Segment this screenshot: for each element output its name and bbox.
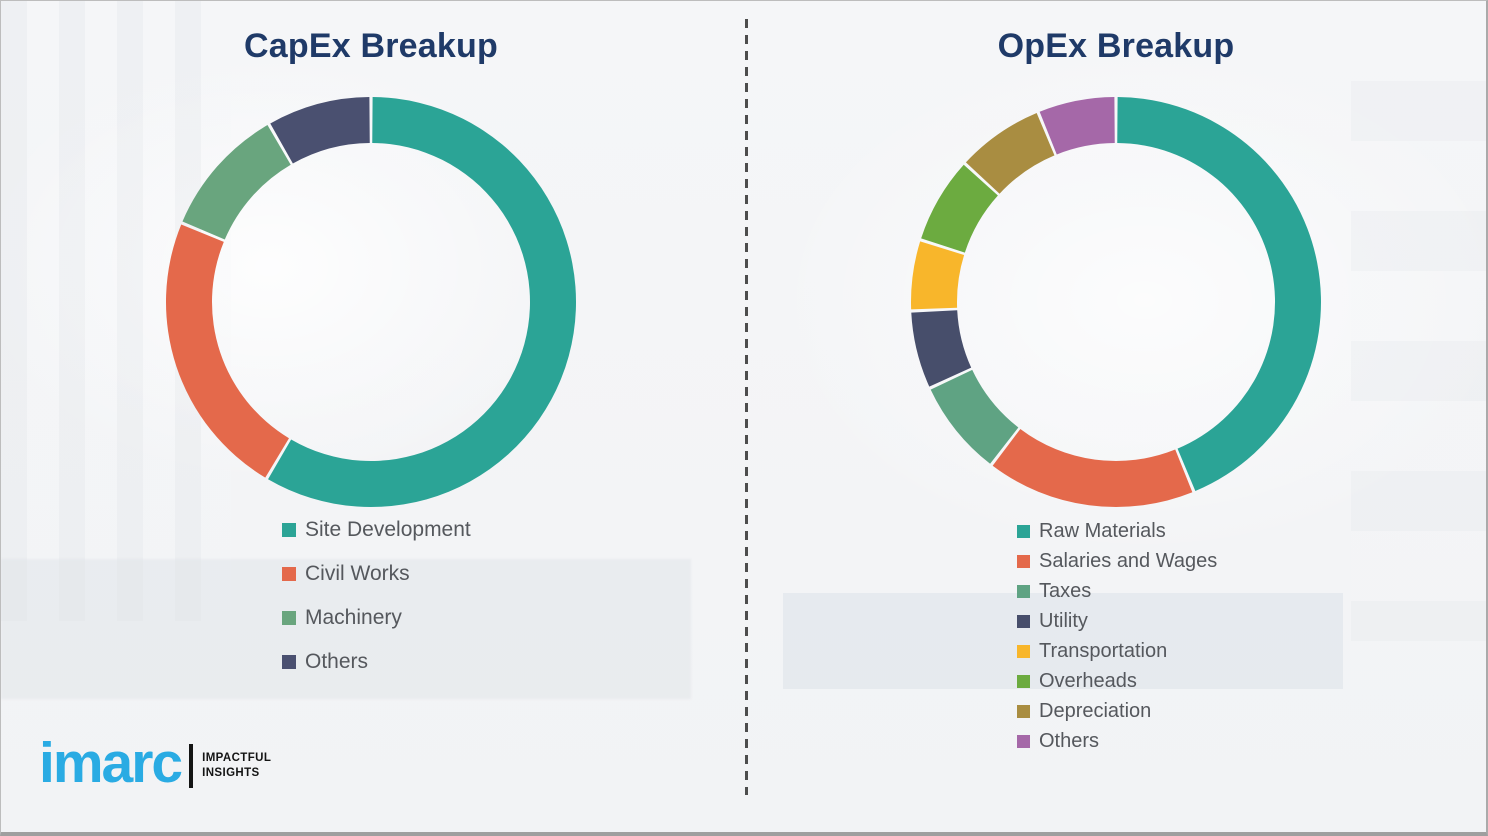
legend-label: Salaries and Wages [1039, 549, 1218, 572]
background-streaks-right [1351, 81, 1486, 641]
legend-item-raw-materials: Raw Materials [1017, 516, 1217, 546]
legend-label: Depreciation [1039, 699, 1152, 722]
imarc-logo-text: imarc [39, 731, 183, 795]
logo-tagline-line1: IMPACTFUL [202, 751, 272, 764]
legend-item-utility: Utility [1017, 606, 1217, 636]
legend-swatch [1017, 524, 1030, 538]
capex-donut-chart [165, 97, 577, 508]
donut-slice-taxes [930, 369, 1019, 464]
legend-swatch [1017, 614, 1030, 628]
donut-slice-transportation [910, 241, 965, 310]
donut-slice-machinery [182, 125, 291, 240]
imarc-logo: imarc IMPACTFUL INSIGHTS [39, 731, 271, 795]
legend-label: Others [305, 650, 369, 673]
legend-item-transportation: Transportation [1017, 636, 1217, 666]
legend-swatch [1017, 674, 1030, 688]
donut-slice-others [1039, 97, 1115, 155]
legend-swatch [1017, 584, 1030, 598]
legend-label: Machinery [305, 606, 402, 629]
donut-slice-overheads [921, 164, 998, 253]
legend-swatch [1017, 734, 1030, 748]
legend-label: Overheads [1039, 669, 1137, 692]
legend-swatch [282, 611, 296, 625]
dashed-panel-divider [745, 19, 748, 795]
donut-slice-utility [911, 310, 972, 387]
donut-slice-raw-materials [1117, 97, 1321, 492]
legend-item-civil-works: Civil Works [282, 552, 471, 596]
legend-item-others: Others [282, 640, 471, 684]
legend-label: Taxes [1039, 579, 1092, 602]
logo-tagline: IMPACTFUL INSIGHTS [202, 751, 271, 781]
donut-slice-depreciation [965, 112, 1055, 194]
legend-item-site-development: Site Development [282, 508, 471, 552]
legend-label: Raw Materials [1039, 519, 1166, 542]
logo-tagline-line2: INSIGHTS [202, 766, 260, 779]
donut-slice-site-development [268, 97, 577, 508]
legend-swatch [1017, 704, 1030, 718]
legend-item-overheads: Overheads [1017, 666, 1217, 696]
opex-donut-chart [910, 97, 1321, 508]
opex-legend: Raw Materials Salaries and Wages Taxes Util… [1017, 516, 1217, 756]
legend-swatch [1017, 644, 1030, 658]
background-tile [783, 593, 1343, 689]
legend-label: Utility [1039, 609, 1088, 632]
legend-item-salaries-and-wages: Salaries and Wages [1017, 546, 1217, 576]
legend-swatch [282, 655, 296, 669]
legend-item-taxes: Taxes [1017, 576, 1217, 606]
background-band [1, 559, 691, 699]
legend-label: Transportation [1039, 639, 1168, 662]
legend-item-machinery: Machinery [282, 596, 471, 640]
opex-chart-title: OpEx Breakup [997, 27, 1235, 65]
legend-swatch [282, 567, 296, 581]
legend-swatch [282, 523, 296, 537]
donut-slice-others [270, 97, 370, 164]
capex-legend: Site Development Civil Works Machinery Othe… [282, 508, 471, 684]
donut-slice-civil-works [165, 224, 289, 478]
legend-swatch [1017, 554, 1030, 568]
logo-divider-bar [189, 743, 194, 788]
donut-slice-salaries-and-wages [992, 429, 1193, 508]
legend-label: Site Development [305, 518, 471, 541]
legend-label: Others [1039, 729, 1100, 752]
legend-label: Civil Works [305, 562, 410, 585]
legend-item-others: Others [1017, 726, 1217, 756]
capex-chart-title: CapEx Breakup [244, 27, 498, 65]
legend-item-depreciation: Depreciation [1017, 696, 1217, 726]
